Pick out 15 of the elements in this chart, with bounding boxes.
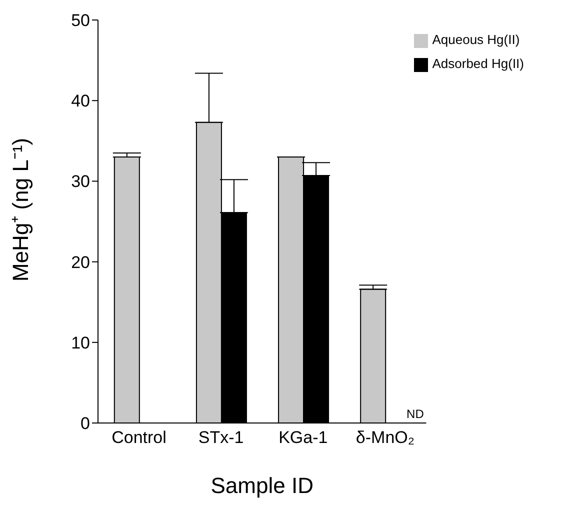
x-tick-label: Control (112, 428, 166, 448)
annotation: ND (406, 407, 424, 421)
x-tick-label: STx-1 (198, 428, 244, 448)
y-tick-label: 40 (71, 92, 90, 111)
y-tick-label: 10 (71, 333, 90, 352)
x-tick-label: δ-MnO₂ (356, 428, 414, 448)
x-axis-title: Sample ID (210, 473, 314, 498)
y-tick-label: 30 (71, 172, 90, 192)
y-axis-title: MeHg⁺ (ng L⁻¹) (8, 138, 33, 282)
y-tick-label: 50 (71, 11, 90, 30)
legend-label: Adsorbed Hg(II) (432, 56, 524, 71)
legend-label: Aqueous Hg(II) (432, 32, 520, 47)
y-tick-label: 0 (80, 414, 90, 434)
x-tick-label: KGa-1 (278, 428, 328, 448)
y-tick-label: 20 (71, 252, 90, 272)
